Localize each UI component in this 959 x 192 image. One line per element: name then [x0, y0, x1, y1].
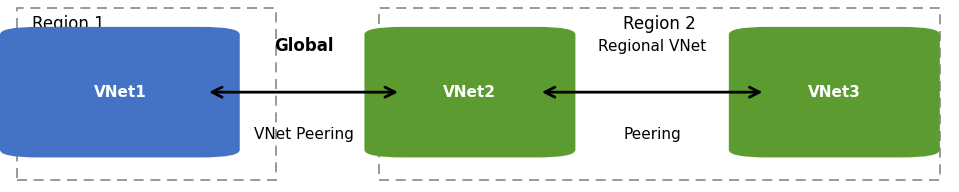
Text: VNet2: VNet2	[443, 85, 497, 100]
FancyBboxPatch shape	[0, 27, 240, 157]
Text: Region 1: Region 1	[32, 15, 105, 33]
Text: Global: Global	[274, 37, 334, 55]
FancyBboxPatch shape	[364, 27, 575, 157]
Text: Regional VNet: Regional VNet	[598, 39, 706, 54]
Text: VNet3: VNet3	[807, 85, 861, 100]
Bar	[379, 8, 940, 180]
FancyBboxPatch shape	[729, 27, 940, 157]
Text: Region 2: Region 2	[623, 15, 695, 33]
Text: VNet1: VNet1	[93, 85, 147, 100]
Text: Peering: Peering	[623, 127, 681, 142]
Text: VNet Peering: VNet Peering	[254, 127, 354, 142]
Bar	[17, 8, 276, 180]
